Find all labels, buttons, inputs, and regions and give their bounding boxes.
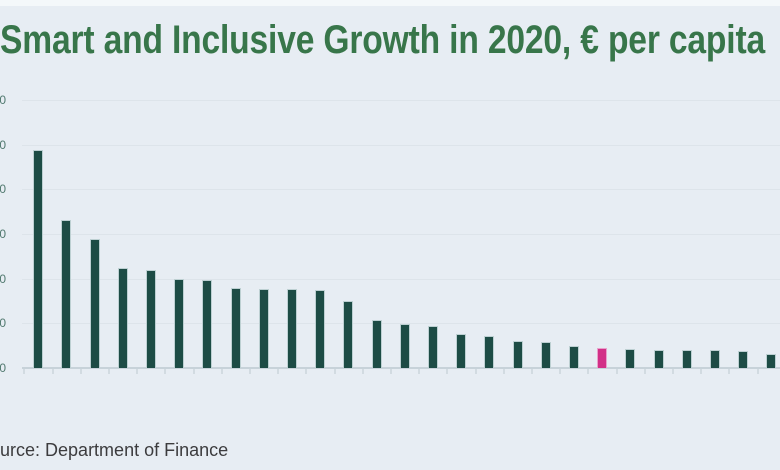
bar (89, 239, 100, 368)
bar (61, 220, 72, 368)
x-axis-tick (531, 369, 533, 374)
x-axis-line (22, 367, 780, 369)
y-axis-tick-label: 1,500 (0, 227, 6, 241)
bar (287, 289, 297, 368)
bar (33, 150, 44, 368)
y-axis-tick-label: 1,000 (0, 271, 6, 286)
x-axis-tick (615, 369, 618, 374)
bar (371, 320, 382, 368)
x-axis-tick (643, 369, 646, 374)
gridline (22, 144, 780, 146)
bar (625, 349, 636, 368)
x-axis-tick (23, 369, 26, 374)
chart-title: Smart and Inclusive Growth in 2020, € pe… (0, 18, 766, 62)
top-edge-band (0, 0, 780, 6)
gridline (22, 234, 780, 235)
x-axis-tick (220, 369, 223, 374)
x-axis-tick (672, 369, 674, 374)
source-note: Source: Department of Finance (0, 440, 229, 460)
x-axis-tick (559, 369, 562, 374)
x-axis-tick (277, 369, 280, 374)
bar (569, 346, 579, 368)
bar (146, 270, 156, 368)
bar (512, 341, 523, 368)
bar (343, 301, 354, 368)
bar (202, 280, 213, 368)
x-axis-tick (474, 369, 477, 374)
x-axis-tick (418, 369, 421, 374)
x-axis-tick (108, 369, 110, 374)
bar (484, 336, 495, 368)
bar (681, 350, 692, 368)
y-axis-tick-label: 0 (0, 361, 6, 375)
gridline (22, 100, 780, 101)
bar (710, 350, 720, 368)
x-axis-tick (249, 369, 251, 374)
x-axis-tick (192, 369, 195, 374)
bar (766, 354, 777, 368)
bar (315, 290, 326, 368)
y-axis-tick-label: 2,500 (0, 137, 6, 152)
y-axis-tick-label: 500 (0, 316, 6, 331)
bar (399, 324, 410, 368)
plot-area (22, 100, 780, 374)
bar (540, 342, 551, 368)
x-axis-tick (700, 369, 703, 374)
bar (428, 326, 438, 368)
x-axis-tick (361, 369, 364, 374)
x-axis-tick (136, 369, 139, 374)
y-axis-tick-label: 2,000 (0, 182, 6, 197)
x-axis-tick (756, 369, 759, 374)
x-axis-tick (79, 369, 82, 374)
x-axis-tick (164, 369, 167, 374)
bar (174, 279, 185, 368)
bar (117, 268, 128, 368)
x-axis-tick (333, 369, 336, 374)
x-axis-tick (305, 369, 308, 374)
x-axis-tick (446, 369, 449, 374)
bar (738, 351, 749, 368)
x-axis-tick (51, 369, 54, 374)
bar (230, 288, 241, 368)
highlighted-bar (597, 348, 608, 368)
gridline (22, 278, 780, 280)
gridline (22, 189, 780, 191)
bar (653, 350, 664, 368)
x-axis-tick (587, 369, 590, 374)
y-axis-tick-label: 3,000 (0, 93, 6, 107)
x-axis-tick (390, 369, 392, 374)
x-axis-tick (502, 369, 505, 374)
gridline (22, 323, 780, 325)
x-axis-tick (728, 369, 731, 374)
bar (258, 289, 269, 368)
bar (456, 334, 467, 368)
